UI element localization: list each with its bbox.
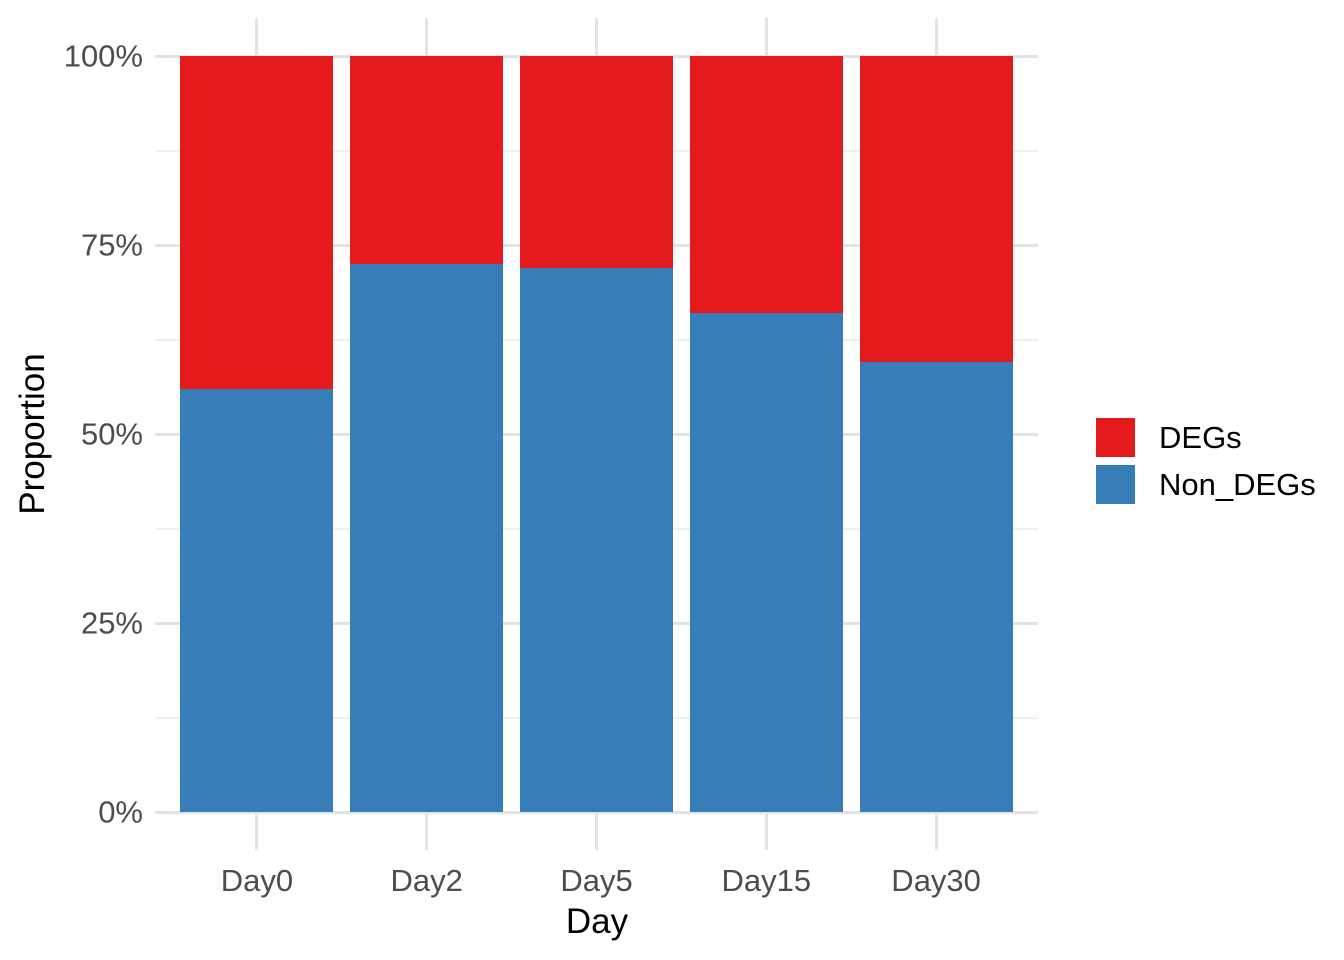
x-tick-label: Day30 [891, 863, 981, 898]
bar-segment-degs-day15 [689, 56, 843, 314]
x-tick-label: Day15 [721, 863, 812, 898]
bar-segment-non-degs-day2 [350, 263, 504, 812]
y-tick-label: 0% [98, 794, 143, 830]
bar-segment-non-degs-day30 [859, 362, 1013, 812]
legend-item-label: Non_DEGs [1159, 467, 1316, 502]
legend: DEGs Non_DEGs [1096, 418, 1316, 504]
legend-swatch-degs [1096, 418, 1135, 457]
y-tick-label: 50% [80, 416, 143, 452]
x-tick-label: Day0 [220, 863, 294, 898]
x-tick-label: Day2 [390, 863, 463, 898]
y-tick-label: 100% [63, 38, 143, 74]
legend-item-non-degs: Non_DEGs [1096, 465, 1316, 504]
bar-segment-degs-day2 [350, 56, 504, 264]
legend-item-label: DEGs [1159, 420, 1242, 455]
bar-segment-non-degs-day15 [689, 313, 843, 812]
bar-segment-non-degs-day5 [520, 267, 673, 812]
legend-swatch-non-degs [1096, 465, 1135, 504]
bar-segment-degs-day0 [180, 56, 334, 389]
x-axis-title: Day [565, 902, 629, 941]
x-tick-label: Day5 [560, 863, 633, 898]
bar-segment-degs-day30 [859, 56, 1013, 363]
bar-segment-degs-day5 [520, 56, 673, 268]
y-tick-label: 75% [80, 227, 143, 263]
gridline-horizontal-major [155, 810, 1038, 814]
legend-item-degs: DEGs [1096, 418, 1316, 457]
bar-segment-non-degs-day0 [180, 388, 334, 812]
y-tick-label: 25% [80, 605, 143, 641]
